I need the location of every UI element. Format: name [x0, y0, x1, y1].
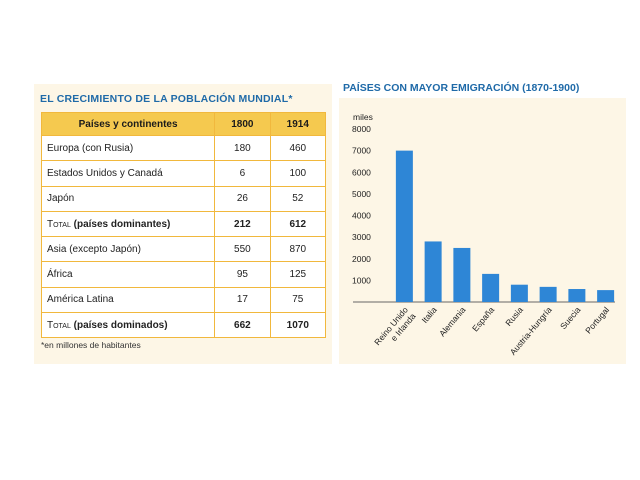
- x-category-label-line: Portugal: [583, 305, 611, 336]
- x-category-label: Alemania: [437, 305, 468, 339]
- bar: [424, 241, 442, 302]
- table-total-row: Total (países dominados) 662 1070: [40, 312, 327, 339]
- table-row: Estados Unidos y Canadá 6 100: [40, 160, 327, 187]
- value-1800: 180: [214, 134, 271, 162]
- row-label: América Latina: [40, 286, 216, 314]
- y-tick-label: 7000: [352, 146, 371, 156]
- table-row: Asia (excepto Japón) 550 870: [40, 236, 327, 263]
- row-label: Europa (con Rusia): [40, 134, 216, 162]
- row-label-prefix: Total: [47, 218, 71, 230]
- table-row: Europa (con Rusia) 180 460: [40, 134, 327, 162]
- header-1914: 1914: [269, 112, 327, 136]
- bar: [395, 150, 413, 302]
- value-1800: 95: [214, 261, 271, 288]
- table-footnote: *en millones de habitantes: [41, 340, 141, 350]
- header-countries: Países y continentes: [40, 112, 216, 136]
- y-tick-label: 1000: [352, 275, 371, 285]
- row-label: Total (países dominados): [40, 312, 216, 339]
- value-1914: 75: [269, 286, 327, 314]
- row-label: Asia (excepto Japón): [40, 236, 216, 263]
- row-label: Japón: [40, 185, 216, 212]
- x-category-label-line: Alemania: [437, 305, 468, 339]
- x-category-label-line: Rusia: [503, 305, 525, 328]
- population-panel: EL CRECIMIENTO DE LA POBLACIÓN MUNDIAL* …: [34, 84, 332, 364]
- row-label-text: África: [47, 269, 73, 281]
- bar: [568, 289, 586, 302]
- y-tick-label: 3000: [352, 232, 371, 242]
- row-label-text: (países dominantes): [73, 218, 171, 230]
- row-label-text: Europa (con Rusia): [47, 142, 134, 154]
- bar: [597, 290, 615, 302]
- value-1914: 870: [269, 236, 327, 263]
- y-tick-label: 5000: [352, 189, 371, 199]
- x-category-label-line: Suecia: [558, 305, 583, 332]
- y-tick-label: 8000: [352, 124, 371, 134]
- table-row: África 95 125: [40, 261, 327, 288]
- y-axis-label: miles: [353, 112, 373, 122]
- x-category-label-line: España: [470, 305, 496, 334]
- row-label-text: América Latina: [47, 294, 114, 306]
- bar: [510, 284, 528, 302]
- row-label-text: Estados Unidos y Canadá: [47, 167, 163, 179]
- row-label-prefix: Total: [47, 319, 71, 331]
- header-1800: 1800: [214, 112, 271, 136]
- value-1914: 100: [269, 160, 327, 187]
- value-1914: 460: [269, 134, 327, 162]
- emigration-chart-panel: miles 1000 2000 3000 4000 5000 6000 7000 8000 Rei…: [339, 98, 626, 364]
- row-label-text: (países dominados): [73, 319, 168, 331]
- value-1914: 125: [269, 261, 327, 288]
- x-category-label: Rusia: [503, 305, 525, 328]
- x-category-label: Portugal: [583, 305, 611, 336]
- row-label-text: Asia (excepto Japón): [47, 243, 141, 255]
- y-tick-label: 6000: [352, 167, 371, 177]
- x-category-label-line: Italia: [419, 305, 438, 325]
- table-row: América Latina 17 75: [40, 286, 327, 314]
- table-total-row: Total (países dominantes) 212 612: [40, 210, 327, 238]
- row-label: Total (países dominantes): [40, 210, 216, 238]
- value-1914: 52: [269, 185, 327, 212]
- y-tick-label: 4000: [352, 211, 371, 221]
- table-header-row: Países y continentes 1800 1914: [40, 112, 327, 136]
- x-category-label: España: [470, 305, 496, 334]
- value-1800: 212: [214, 210, 271, 238]
- bar: [539, 286, 557, 302]
- chart-title: PAÍSES CON MAYOR EMIGRACIÓN (1870-1900): [343, 82, 580, 94]
- value-1914: 1070: [269, 312, 327, 339]
- population-table-title: EL CRECIMIENTO DE LA POBLACIÓN MUNDIAL*: [40, 93, 293, 105]
- value-1914: 612: [269, 210, 327, 238]
- row-label: África: [40, 261, 216, 288]
- table-row: Japón 26 52: [40, 185, 327, 212]
- x-category-label: Suecia: [558, 305, 583, 332]
- bar: [453, 247, 471, 302]
- population-table: Países y continentes 1800 1914 Europa (c…: [40, 112, 327, 339]
- value-1800: 662: [214, 312, 271, 339]
- y-tick-label: 2000: [352, 254, 371, 264]
- emigration-bar-chart: miles 1000 2000 3000 4000 5000 6000 7000 8000 Rei…: [352, 112, 615, 357]
- value-1800: 17: [214, 286, 271, 314]
- value-1800: 550: [214, 236, 271, 263]
- value-1800: 26: [214, 185, 271, 212]
- row-label-text: Japón: [47, 193, 75, 205]
- bar: [482, 273, 500, 302]
- row-label: Estados Unidos y Canadá: [40, 160, 216, 187]
- x-category-label: Italia: [419, 305, 438, 325]
- value-1800: 6: [214, 160, 271, 187]
